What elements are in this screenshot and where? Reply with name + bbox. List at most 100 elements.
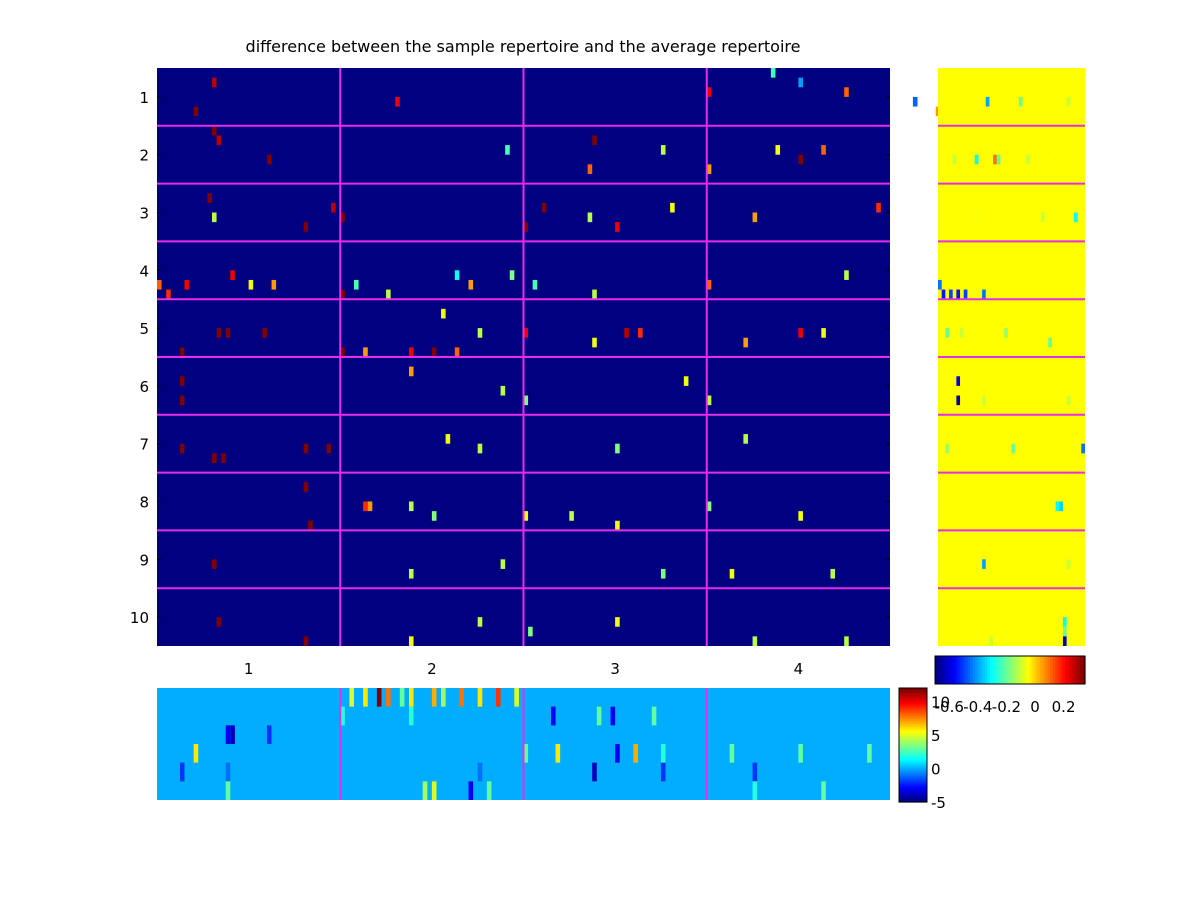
right-cell [949,289,953,300]
heatmap-cell [211,77,217,88]
right-colorbar: -0.6 -0.4 -0.2 0 0.2 [934,655,1086,716]
heatmap-cell [821,328,826,338]
colorbar-segment [899,735,927,738]
bottom-cell [193,744,199,763]
colorbar-tick-label: -5 [931,794,946,812]
colorbar-segment [899,699,927,702]
colorbar-tick-label: 10 [931,693,950,711]
right-cell [974,154,979,165]
colorbar-segment [899,688,927,691]
right-cell [985,96,990,107]
colorbar-segment [899,729,927,733]
heatmap-cell [509,270,515,280]
right-cell [1062,636,1067,646]
colorbar-segment [942,656,946,684]
right-cell [952,154,957,165]
right-cell [1040,212,1045,223]
colorbar-frame [934,655,1086,685]
colorbar-segment [899,765,927,769]
y-tick-label: 7 [139,436,149,454]
colorbar-segment [899,758,927,761]
colorbar-segment [899,756,927,759]
colorbar-tick-label: -0.4 [963,698,992,716]
colorbar-segment [1035,656,1039,684]
heatmap-cell [262,328,267,338]
heatmap-cell [248,279,254,290]
bottom-cell [408,688,414,707]
bottom-cell [431,781,437,800]
colorbar-segment [952,656,956,684]
heatmap-cell [541,202,547,213]
colorbar-segment [899,733,927,737]
heatmap-cell [912,96,918,107]
colorbar-segment [899,731,927,735]
right-cell [945,443,950,454]
colorbar-segment [899,707,927,710]
colorbar-segment [1030,656,1034,684]
heatmap-cell [706,279,712,290]
colorbar-segment [970,656,974,684]
heatmap-cell [752,636,758,646]
heatmap-cell [477,617,483,627]
colorbar-segment [1072,656,1076,684]
colorbar-segment [899,779,927,782]
heatmap-cell [193,106,199,117]
colorbar-tick-label: -0.2 [992,698,1021,716]
colorbar-tick-label: 0 [1030,698,1040,716]
colorbar-segment [899,773,927,776]
heatmap-cell [408,366,414,377]
right-cell [1026,154,1030,165]
colorbar-segment [899,710,927,714]
heatmap-cell [670,202,675,213]
right-cell [1066,559,1071,569]
bottom-cell [523,744,529,763]
colorbar-segment [957,656,961,684]
bottom-heatmap [157,688,890,800]
heatmap-cell [157,279,162,290]
x-tick-label: 3 [610,660,620,678]
colorbar-segment [899,792,927,795]
bottom-cell [179,762,185,782]
colorbar-segment [982,656,986,684]
right-cell [956,395,961,406]
colorbar-segment [937,656,941,684]
colorbar-segment [1070,656,1074,684]
right-cell [938,279,942,290]
heatmap-cell [798,77,803,88]
heatmap-cell [844,636,849,646]
heatmap-cell [592,337,597,348]
colorbar-segment [899,777,927,780]
colorbar-segment [899,781,927,784]
heatmap-cell [216,617,222,627]
heatmap-cell [340,212,345,223]
bottom-cell [431,688,437,707]
colorbar-segment [947,656,951,684]
bottom-cell [386,688,391,707]
heatmap-cell [587,164,593,174]
colorbar-segment [962,656,966,684]
colorbar-segment [1017,656,1021,684]
bottom-cell [266,725,272,744]
heatmap-cell [660,568,666,579]
heatmap-cell [477,443,483,454]
heatmap-cell [844,270,849,280]
right-cell [941,289,946,300]
heatmap-cell [441,308,446,319]
bottom-cell [514,688,519,707]
y-tick-label: 5 [139,320,149,338]
colorbar-segment [950,656,954,684]
y-tick-label: 3 [139,205,149,223]
heatmap-cell [798,328,803,338]
right-cell [1055,501,1060,512]
bottom-cell [555,744,561,763]
colorbar-segment [899,718,927,721]
heatmap-cell [523,395,529,406]
colorbar-segment [935,656,939,684]
heatmap-cell [624,328,629,338]
colorbar-segment [899,786,927,790]
colorbar-segment [1050,656,1054,684]
bottom-cell [660,744,666,763]
colorbar-segment [899,697,927,700]
colorbar-segment [1080,656,1084,684]
heatmap-cell [798,511,803,521]
